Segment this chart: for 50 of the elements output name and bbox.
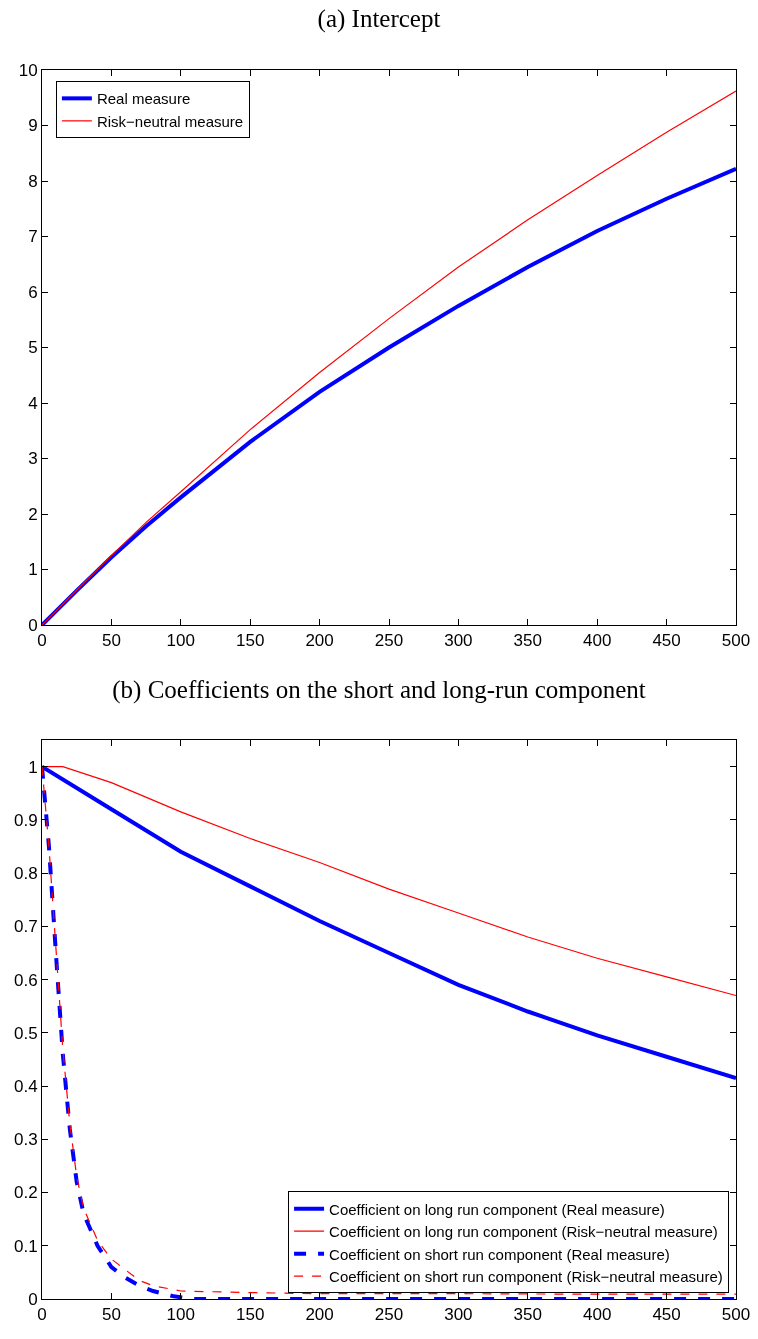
- legend-label: Coefficient on long run component (Risk−neutral measure): [329, 1223, 718, 1241]
- legend-label: Coefficient on short run component (Risk−neutral measure): [329, 1268, 723, 1286]
- y-tick-label: 0.3: [13, 1130, 38, 1150]
- y-tick-label: 1: [28, 757, 38, 777]
- y-tick-label: 3: [28, 449, 38, 469]
- x-tick-label: 50: [101, 631, 121, 651]
- y-tick-label: 0.8: [13, 864, 38, 884]
- y-tick-label: 0: [28, 615, 38, 635]
- y-tick-label: 0.9: [13, 810, 38, 830]
- y-tick-label: 0.6: [13, 970, 38, 990]
- legend-label: Real measure: [96, 90, 191, 108]
- y-tick-label: 0.5: [13, 1023, 38, 1043]
- y-tick-label: 6: [28, 282, 38, 302]
- x-tick-label: 100: [166, 1305, 195, 1325]
- legend-label: Risk−neutral measure: [96, 112, 244, 130]
- x-tick-label: 450: [652, 1305, 681, 1325]
- legend-label: Coefficient on short run component (Real measure): [329, 1245, 670, 1263]
- y-tick-label: 4: [28, 393, 38, 413]
- x-tick-label: 400: [583, 1305, 612, 1325]
- x-tick-label: 300: [444, 631, 473, 651]
- x-tick-label: 250: [374, 631, 404, 651]
- x-tick-label: 350: [513, 631, 542, 651]
- x-tick-label: 350: [513, 1305, 542, 1325]
- x-tick-label: 150: [236, 1305, 265, 1325]
- y-tick-label: 1: [28, 560, 38, 580]
- y-tick-label: 7: [28, 227, 38, 247]
- x-tick-label: 100: [166, 631, 195, 651]
- y-tick-label: 0.7: [13, 917, 38, 937]
- y-tick-label: 5: [28, 338, 38, 358]
- x-tick-label: 500: [721, 1305, 751, 1325]
- x-tick-label: 50: [101, 1305, 121, 1325]
- chart-title: (b) Coefficients on the short and long-run component: [112, 675, 646, 704]
- x-tick-label: 200: [305, 631, 334, 651]
- y-tick-label: 2: [28, 504, 38, 524]
- x-tick-label: 150: [236, 631, 265, 651]
- x-tick-label: 450: [652, 631, 681, 651]
- y-tick-label: 9: [28, 116, 38, 136]
- y-tick-label: 0.4: [13, 1077, 38, 1096]
- chart-title: (a) Intercept: [317, 5, 441, 34]
- y-tick-label: 0.1: [13, 1236, 38, 1256]
- y-tick-label: 8: [28, 171, 38, 191]
- x-tick-label: 200: [305, 1305, 334, 1325]
- y-tick-label: 0.2: [13, 1183, 38, 1203]
- x-tick-label: 250: [374, 1305, 404, 1325]
- x-tick-label: 400: [583, 631, 612, 651]
- legend-label: Coefficient on long run component (Real measure): [329, 1200, 665, 1218]
- x-tick-label: 300: [444, 1305, 473, 1325]
- x-tick-label: 500: [721, 631, 751, 651]
- y-tick-label: 0: [28, 1289, 38, 1309]
- y-tick-label: 10: [18, 60, 38, 80]
